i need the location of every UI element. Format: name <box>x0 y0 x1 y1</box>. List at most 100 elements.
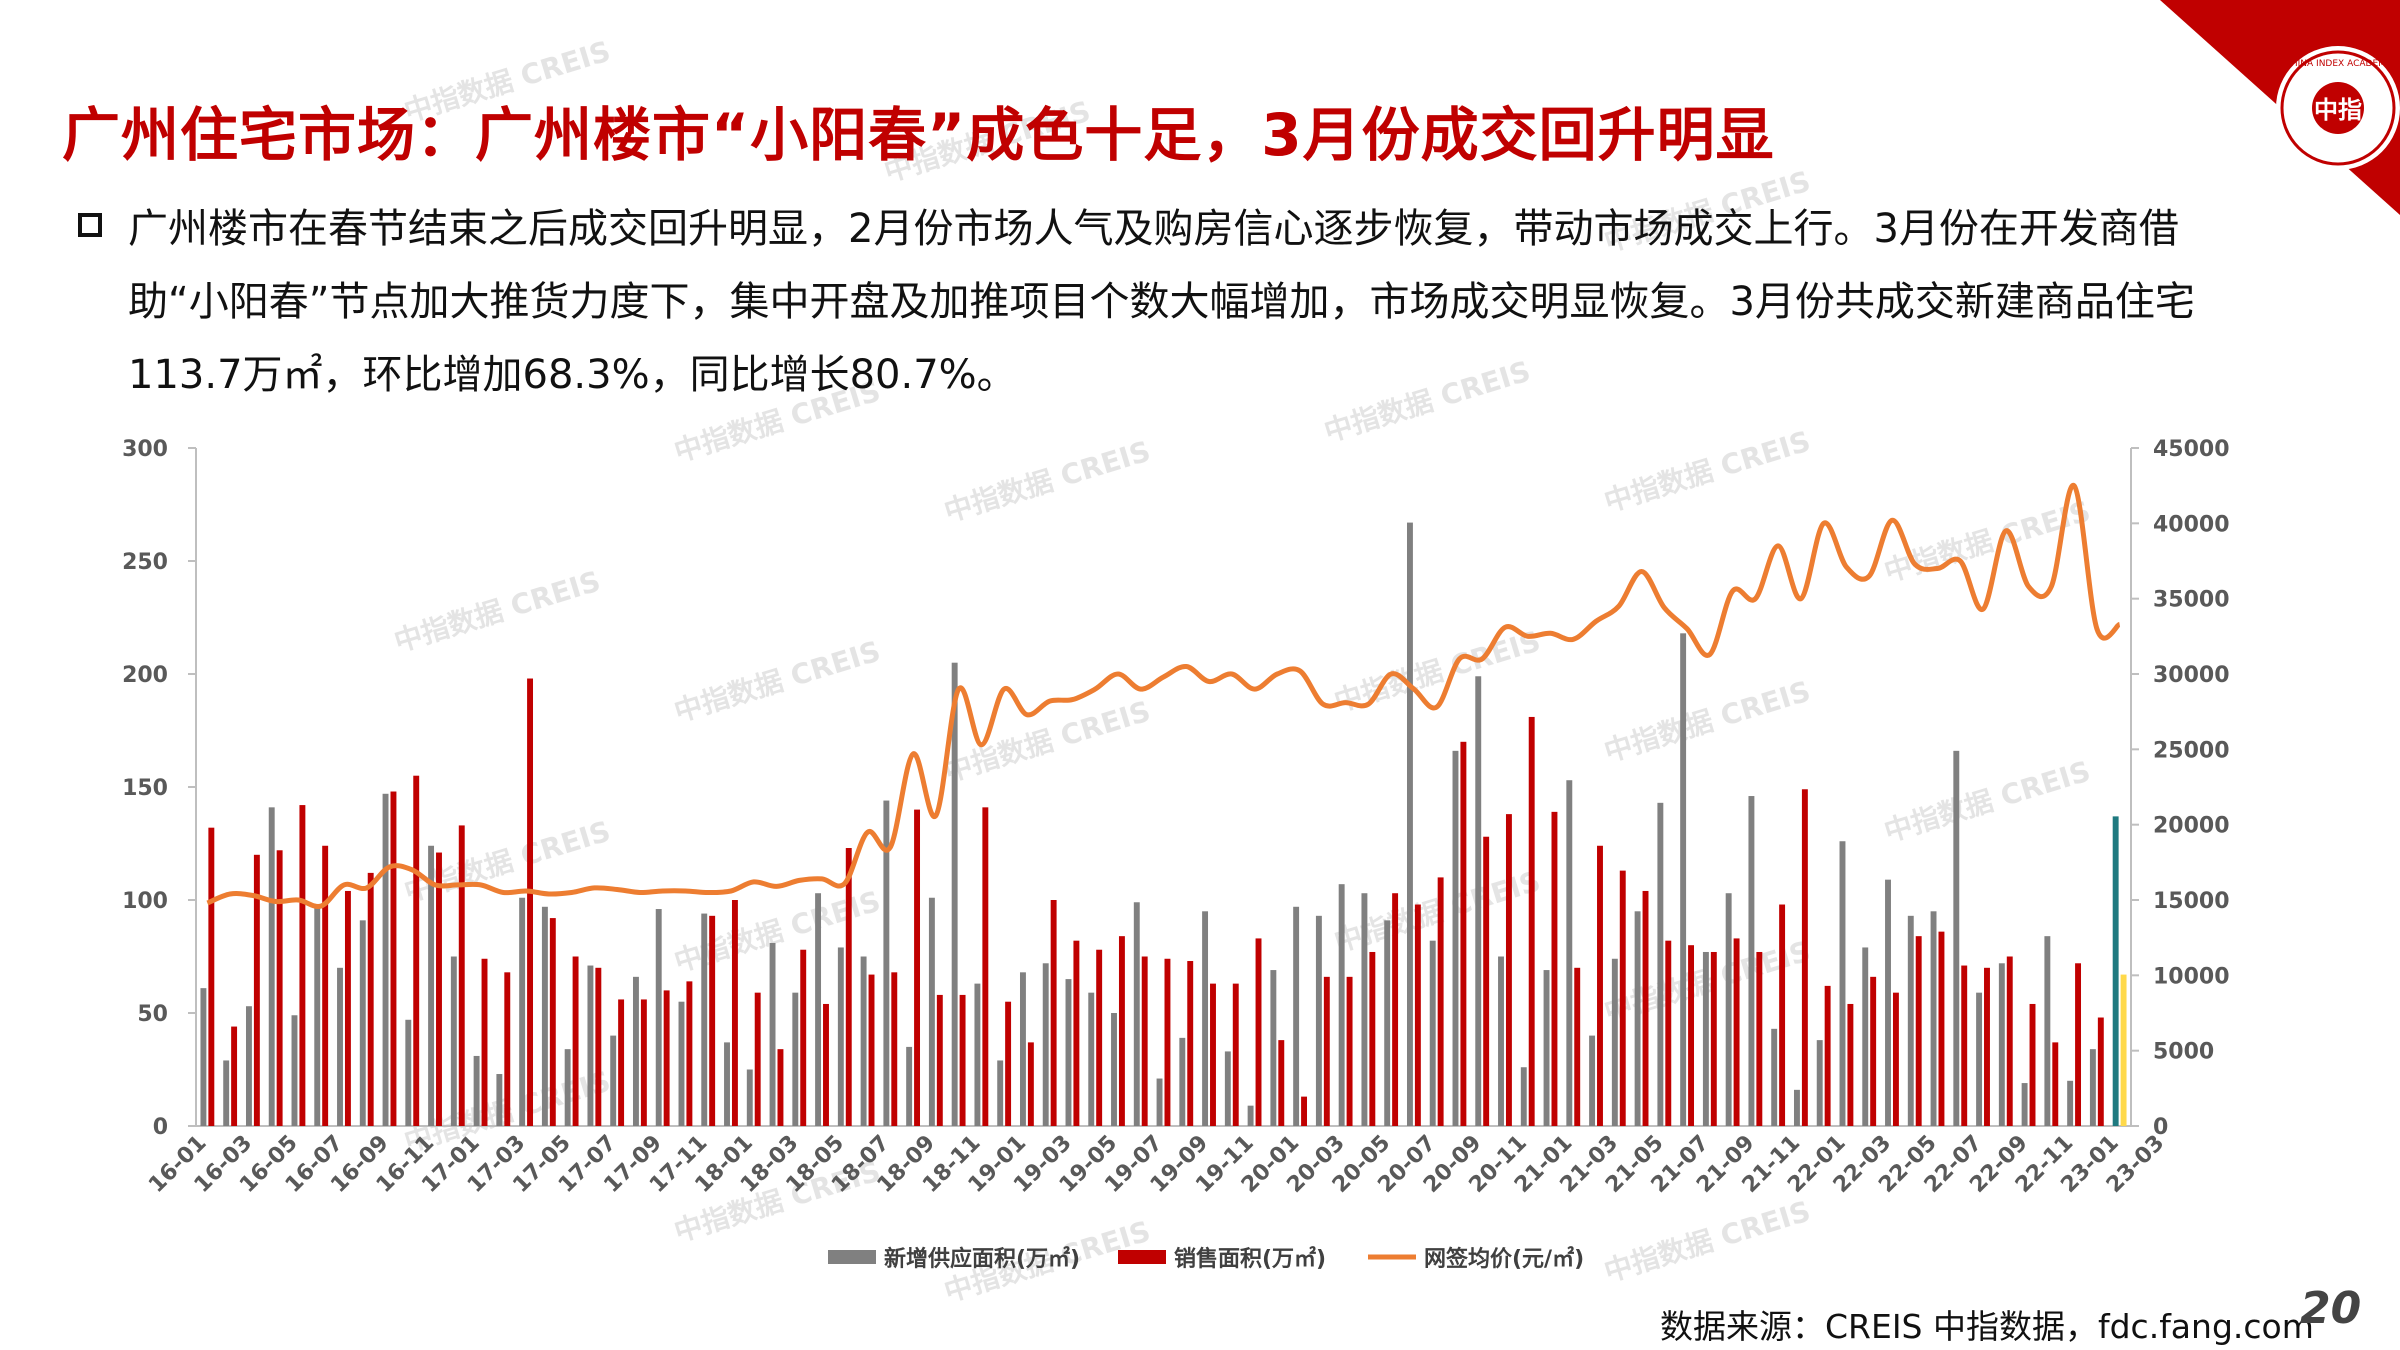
y-left-tick-label: 250 <box>122 550 168 575</box>
sales-bar <box>1528 716 1535 1126</box>
supply-bar <box>1065 979 1072 1126</box>
supply-bar <box>359 920 366 1126</box>
sales-bar <box>1801 789 1808 1126</box>
supply-bar <box>314 906 321 1126</box>
sales-bar <box>2120 974 2127 1126</box>
sales-bar <box>1733 938 1740 1126</box>
page-title: 广州住宅市场：广州楼市“小阳春”成色十足，3月份成交回升明显 <box>62 101 1775 169</box>
sales-bar <box>868 974 875 1126</box>
supply-bar <box>200 988 207 1126</box>
sales-bar <box>1118 936 1125 1126</box>
sales-bar <box>663 990 670 1126</box>
sales-bar <box>595 967 602 1126</box>
supply-bar <box>1224 1051 1231 1126</box>
sales-bar <box>322 845 329 1126</box>
sales-bar <box>2075 963 2082 1126</box>
sales-bar <box>1232 983 1239 1126</box>
sales-bar <box>1096 949 1103 1126</box>
sales-bar <box>1619 870 1626 1126</box>
supply-bar <box>405 1019 412 1126</box>
sales-bar <box>1437 877 1444 1126</box>
y-left-tick-label: 150 <box>122 776 168 801</box>
sales-bar <box>1141 956 1148 1126</box>
supply-bar <box>1680 633 1687 1126</box>
sales-bar <box>1255 938 1262 1126</box>
supply-bar <box>1338 884 1345 1126</box>
sales-bar <box>504 972 511 1126</box>
legend-supply-label: 新增供应面积(万㎡) <box>884 1246 1080 1272</box>
supply-bar <box>1202 911 1209 1126</box>
sales-bar <box>1665 940 1672 1126</box>
supply-bar <box>928 897 935 1126</box>
supply-bar <box>1566 780 1573 1126</box>
supply-bar <box>837 947 844 1126</box>
price-line <box>206 483 2122 909</box>
sales-bar <box>777 1049 784 1126</box>
supply-bar <box>496 1074 503 1126</box>
sales-bar <box>1961 965 1968 1126</box>
y-right-tick-label: 0 <box>2153 1115 2168 1140</box>
supply-bar <box>883 800 890 1126</box>
sales-bar <box>640 999 647 1126</box>
supply-bar <box>610 1035 617 1126</box>
legend-price-label: 网签均价(元/㎡) <box>1424 1246 1584 1272</box>
supply-bar <box>632 976 639 1126</box>
sales-bar <box>754 992 761 1126</box>
supply-bar <box>1088 992 1095 1126</box>
y-right-tick-label: 20000 <box>2153 814 2230 839</box>
sales-bar <box>1870 976 1877 1126</box>
supply-bar <box>1839 841 1846 1126</box>
supply-bar <box>245 1006 252 1126</box>
supply-bar <box>1885 879 1891 1126</box>
y-right-tick-label: 30000 <box>2153 663 2230 688</box>
sales-bar <box>299 805 306 1126</box>
supply-bar <box>564 1049 571 1126</box>
sales-bar <box>1710 951 1717 1126</box>
supply-bar <box>1611 958 1618 1126</box>
sales-bar <box>891 972 898 1126</box>
supply-bar <box>337 967 343 1126</box>
legend-sales-swatch <box>1118 1250 1166 1264</box>
supply-bar <box>2112 816 2119 1126</box>
supply-bar <box>223 1060 230 1126</box>
sales-bar <box>618 999 625 1126</box>
sales-bar <box>800 949 807 1126</box>
sales-bar <box>709 915 716 1126</box>
sales-bar <box>1301 1096 1308 1126</box>
supply-bar <box>1133 902 1140 1126</box>
y-right-tick-label: 15000 <box>2153 889 2230 914</box>
supply-bar <box>1953 750 1960 1126</box>
sales-bar <box>959 994 966 1126</box>
supply-bar <box>769 942 776 1126</box>
supply-bar <box>792 992 799 1126</box>
sales-bar <box>1824 985 1831 1126</box>
sales-bar <box>1847 1003 1854 1126</box>
supply-bar <box>906 1046 913 1126</box>
supply-bar <box>1702 951 1709 1126</box>
sales-bar <box>231 1026 238 1126</box>
supply-bar <box>746 1069 753 1126</box>
sales-bar <box>1483 836 1490 1126</box>
y-left-tick-label: 300 <box>122 437 168 462</box>
sales-bar <box>1574 967 1581 1126</box>
supply-bar <box>2089 1049 2096 1126</box>
y-right-tick-label: 10000 <box>2153 964 2230 989</box>
supply-bar <box>1976 992 1983 1126</box>
supply-bar <box>2067 1080 2074 1126</box>
supply-bar <box>1111 1013 1117 1126</box>
supply-bar <box>974 983 981 1126</box>
sales-bar <box>1688 945 1695 1126</box>
supply-bar <box>1930 911 1937 1126</box>
supply-bar <box>678 1001 685 1126</box>
sales-bar <box>436 852 442 1126</box>
sales-bar <box>276 850 283 1126</box>
supply-bar <box>1862 947 1869 1126</box>
supply-bar <box>1475 676 1482 1126</box>
sales-bar <box>572 956 579 1126</box>
supply-bar <box>1452 750 1459 1126</box>
supply-bar <box>1179 1037 1186 1126</box>
sales-bar <box>1369 951 1376 1126</box>
supply-bar <box>1293 906 1300 1126</box>
sales-bar <box>1551 811 1558 1126</box>
